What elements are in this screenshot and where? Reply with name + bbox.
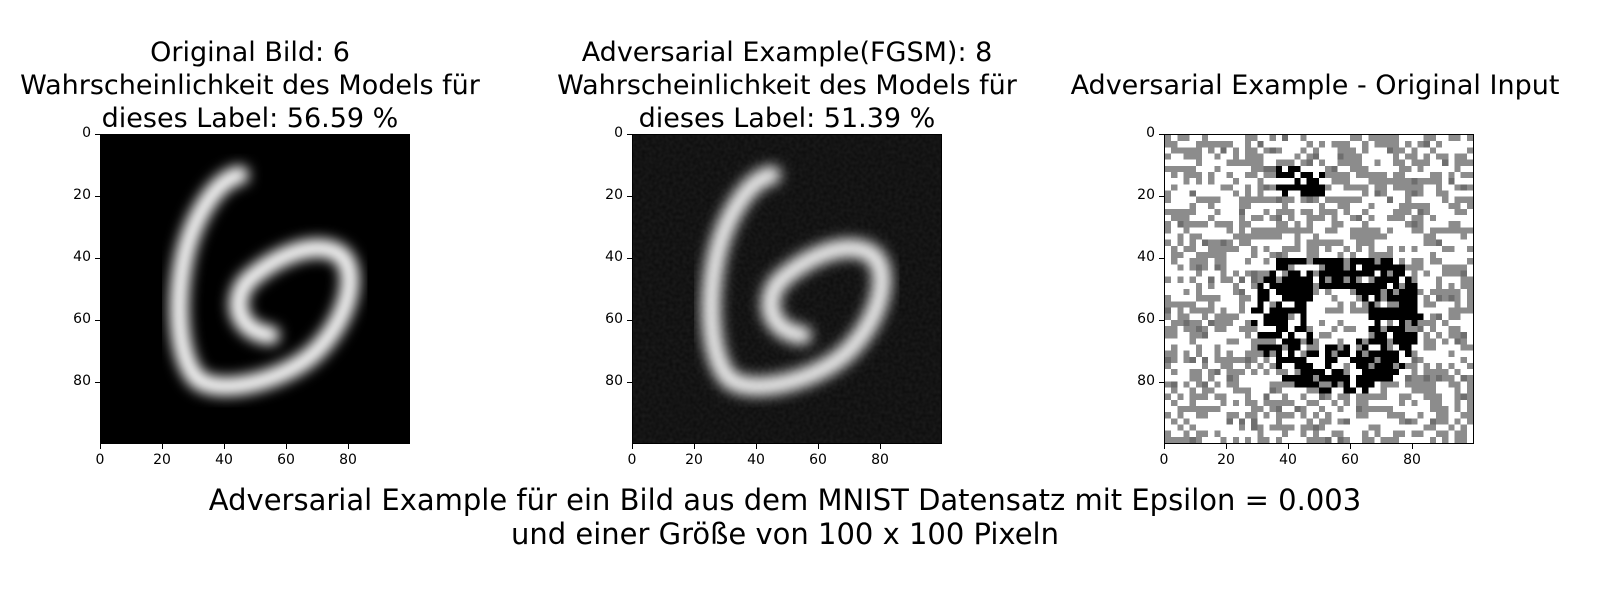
y-tick-label: 80 — [583, 373, 623, 389]
figure-caption: Adversarial Example für ein Bild aus dem… — [0, 483, 1570, 551]
x-tick-label: 20 — [142, 452, 182, 468]
y-tick-mark — [627, 320, 632, 321]
x-tick-label: 40 — [204, 452, 244, 468]
x-tick-label: 80 — [1392, 452, 1432, 468]
x-tick-label: 20 — [1206, 452, 1246, 468]
y-tick-mark — [1159, 196, 1164, 197]
x-tick-label: 40 — [736, 452, 776, 468]
x-tick-label: 80 — [860, 452, 900, 468]
x-tick-mark — [224, 444, 225, 449]
y-tick-label: 60 — [1115, 311, 1155, 327]
y-tick-label: 20 — [1115, 187, 1155, 203]
x-tick-mark — [1288, 444, 1289, 449]
x-tick-mark — [694, 444, 695, 449]
y-tick-label: 20 — [583, 187, 623, 203]
y-tick-mark — [1159, 258, 1164, 259]
x-tick-label: 80 — [328, 452, 368, 468]
x-tick-label: 0 — [1144, 452, 1184, 468]
y-tick-label: 60 — [51, 311, 91, 327]
x-tick-mark — [632, 444, 633, 449]
x-tick-mark — [100, 444, 101, 449]
y-tick-label: 60 — [583, 311, 623, 327]
x-tick-mark — [286, 444, 287, 449]
x-tick-label: 0 — [612, 452, 652, 468]
x-tick-label: 60 — [266, 452, 306, 468]
x-tick-label: 40 — [1268, 452, 1308, 468]
panel-title: Original Bild: 6 Wahrscheinlichkeit des … — [0, 36, 500, 135]
y-tick-mark — [95, 258, 100, 259]
y-tick-mark — [627, 258, 632, 259]
x-tick-mark — [880, 444, 881, 449]
y-tick-mark — [95, 134, 100, 135]
y-tick-mark — [1159, 134, 1164, 135]
y-tick-label: 40 — [1115, 249, 1155, 265]
image-adversarial — [632, 134, 942, 444]
y-tick-mark — [95, 320, 100, 321]
x-tick-mark — [818, 444, 819, 449]
panel-title: Adversarial Example(FGSM): 8 Wahrscheinl… — [537, 36, 1037, 135]
y-tick-mark — [1159, 382, 1164, 383]
y-tick-label: 80 — [1115, 373, 1155, 389]
y-tick-mark — [95, 196, 100, 197]
y-tick-mark — [95, 382, 100, 383]
y-tick-label: 20 — [51, 187, 91, 203]
x-tick-mark — [1412, 444, 1413, 449]
image-difference — [1164, 134, 1474, 444]
x-tick-label: 0 — [80, 452, 120, 468]
x-tick-mark — [162, 444, 163, 449]
x-tick-mark — [1350, 444, 1351, 449]
x-tick-mark — [348, 444, 349, 449]
y-tick-mark — [627, 134, 632, 135]
x-tick-label: 60 — [798, 452, 838, 468]
y-tick-label: 40 — [583, 249, 623, 265]
y-tick-label: 0 — [1115, 125, 1155, 141]
x-tick-label: 60 — [1330, 452, 1370, 468]
y-tick-label: 80 — [51, 373, 91, 389]
y-tick-mark — [627, 196, 632, 197]
x-tick-mark — [1226, 444, 1227, 449]
x-tick-mark — [756, 444, 757, 449]
x-tick-label: 20 — [674, 452, 714, 468]
panel-title: Adversarial Example - Original Input — [1060, 69, 1570, 102]
y-tick-label: 0 — [51, 125, 91, 141]
image-original — [100, 134, 410, 444]
y-tick-label: 0 — [583, 125, 623, 141]
y-tick-mark — [627, 382, 632, 383]
y-tick-label: 40 — [51, 249, 91, 265]
y-tick-mark — [1159, 320, 1164, 321]
x-tick-mark — [1164, 444, 1165, 449]
